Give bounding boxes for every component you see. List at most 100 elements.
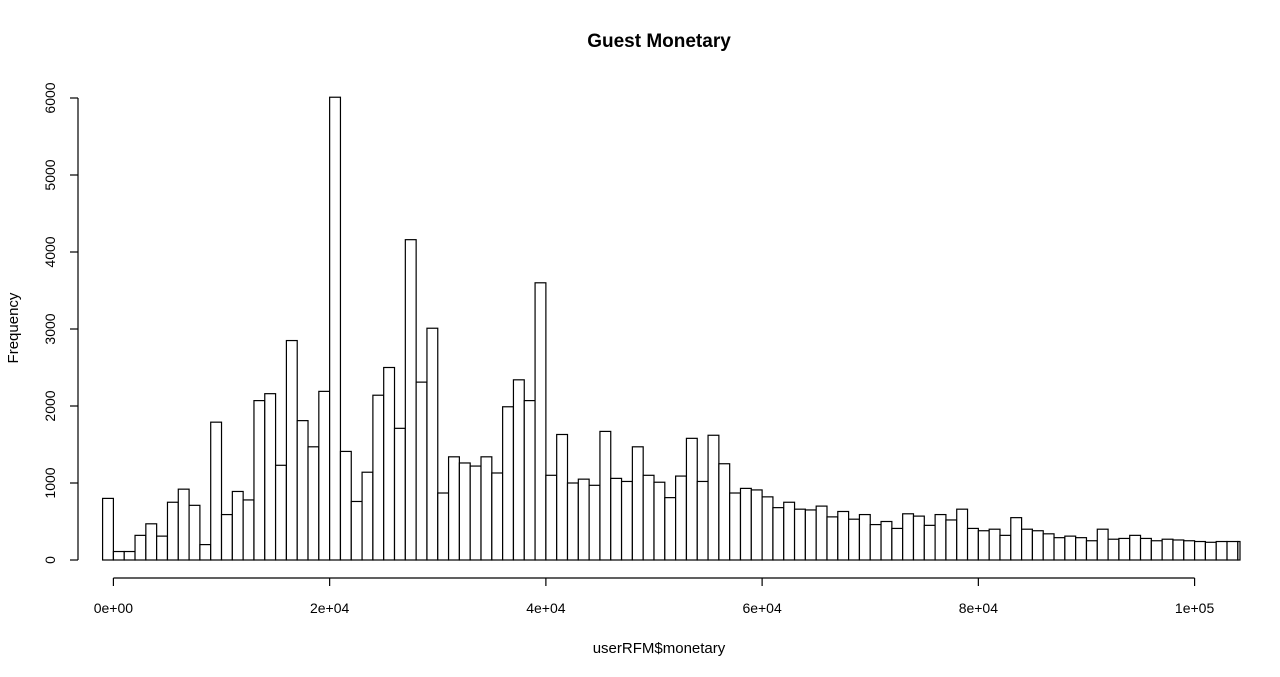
histogram-bar <box>350 500 363 561</box>
y-tick-label: 4000 <box>42 236 58 267</box>
histogram-bar <box>1215 540 1228 561</box>
bars-group <box>101 96 1241 561</box>
histogram-bar <box>739 487 752 561</box>
histogram-bar <box>1237 540 1241 561</box>
histogram-bar <box>1150 540 1163 561</box>
histogram-bar <box>112 550 125 561</box>
histogram-bar <box>285 339 298 561</box>
histogram-bar <box>956 508 969 561</box>
histogram-bar <box>480 456 493 561</box>
histogram-bar <box>793 508 806 561</box>
histogram-bar <box>447 456 460 561</box>
histogram-bar <box>404 239 417 561</box>
histogram-bar <box>966 527 979 561</box>
histogram-bar <box>934 513 947 561</box>
histogram-bar <box>891 527 904 561</box>
histogram-bar <box>675 475 688 561</box>
histogram-bar <box>826 516 839 561</box>
histogram-bar <box>383 366 396 561</box>
histogram-bar <box>1161 538 1174 561</box>
histogram-bar <box>620 480 633 561</box>
histogram-bar <box>415 381 428 561</box>
histogram-bar <box>696 480 709 561</box>
histogram-bar <box>534 282 547 561</box>
histogram-bar <box>545 474 558 561</box>
histogram-bar <box>761 496 774 561</box>
histogram-bar <box>1183 540 1196 561</box>
histogram-bar <box>610 477 623 561</box>
histogram-bar <box>804 509 817 561</box>
histogram-bar <box>1204 541 1217 561</box>
histogram-bar <box>1107 538 1120 561</box>
histogram-bar <box>815 505 828 561</box>
histogram-bar <box>1085 540 1098 561</box>
histogram-bar <box>372 394 385 561</box>
histogram-bar <box>999 534 1012 561</box>
y-tick-label: 5000 <box>42 159 58 190</box>
histogram-bar <box>512 379 525 561</box>
histogram-bar <box>101 497 114 561</box>
histogram-bar <box>577 478 590 561</box>
histogram-bar <box>588 484 601 561</box>
histogram-bar <box>274 464 287 561</box>
histogram-bar <box>837 510 850 561</box>
x-axis: 0e+00 2e+04 4e+04 6e+04 8e+04 1e+05 <box>94 577 1215 616</box>
histogram-bar <box>977 530 990 561</box>
histogram-bar <box>1118 537 1131 561</box>
histogram-bar <box>318 390 331 561</box>
histogram-bar <box>912 515 925 561</box>
x-tick-label: 2e+04 <box>310 600 350 616</box>
y-tick-label: 1000 <box>42 467 58 498</box>
x-tick-label: 8e+04 <box>959 600 999 616</box>
histogram-bar <box>188 504 201 561</box>
histogram-bar <box>1096 528 1109 561</box>
histogram-bar <box>156 535 169 561</box>
histogram-bar <box>858 513 871 561</box>
histogram-bar <box>1031 530 1044 561</box>
histogram-bar <box>1172 539 1185 561</box>
histogram-bar <box>166 501 179 561</box>
histogram-bar <box>1010 517 1023 561</box>
histogram-bar <box>134 534 147 561</box>
histogram-bar <box>685 437 698 561</box>
histogram-bar <box>1020 528 1034 561</box>
histogram-bar <box>339 450 352 561</box>
histogram-bar <box>231 490 244 561</box>
histogram-bar <box>491 472 504 561</box>
y-tick-label: 0 <box>42 556 58 564</box>
histogram-bar <box>1193 540 1206 561</box>
histogram-bar <box>1064 535 1077 561</box>
histogram-bar <box>750 489 763 561</box>
histogram-bar <box>707 434 720 561</box>
y-tick-label: 3000 <box>42 313 58 344</box>
histogram-bar <box>502 406 515 561</box>
y-axis: 0 1000 2000 3000 4000 5000 6000 <box>42 82 79 564</box>
y-axis-title: Frequency <box>5 292 22 363</box>
x-tick-label: 4e+04 <box>526 600 566 616</box>
y-tick-label: 6000 <box>42 82 58 113</box>
histogram-bar <box>945 519 958 561</box>
histogram-bar <box>264 393 277 561</box>
histogram-bar <box>1042 533 1055 561</box>
chart-title: Guest Monetary <box>587 31 731 52</box>
x-axis-title: userRFM$monetary <box>593 640 726 657</box>
histogram-bar <box>393 427 406 561</box>
histogram-bar <box>880 520 893 561</box>
histogram-bar <box>361 471 374 561</box>
histogram-bar <box>177 488 190 561</box>
histogram-bar <box>1226 540 1239 561</box>
histogram-bar <box>1053 537 1066 561</box>
histogram-bar <box>242 499 255 561</box>
histogram-bar <box>469 465 482 561</box>
histogram-bar <box>253 400 266 561</box>
histogram-bar <box>210 421 223 561</box>
histogram-bar <box>902 513 915 561</box>
x-tick-label: 6e+04 <box>742 600 782 616</box>
histogram-bar <box>729 492 742 561</box>
histogram-bar <box>869 523 882 561</box>
histogram-bar <box>718 463 731 561</box>
x-tick-label: 1e+05 <box>1175 600 1215 616</box>
histogram-bar <box>772 507 785 561</box>
